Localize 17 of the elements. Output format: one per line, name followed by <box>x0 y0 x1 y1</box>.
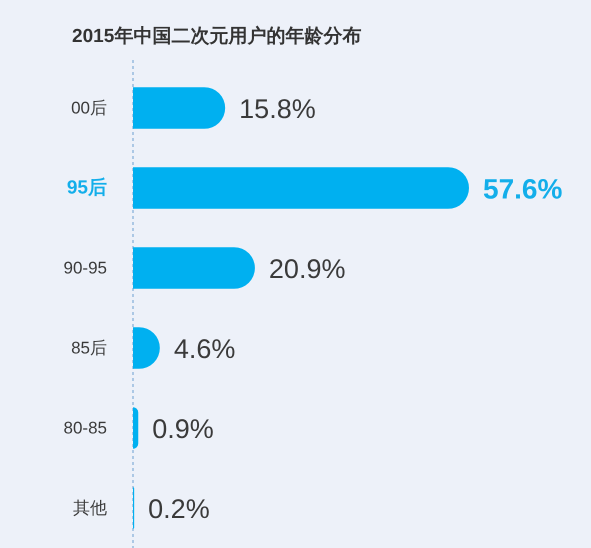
y-tick-label: 85后 <box>71 338 107 358</box>
y-tick-label: 90-95 <box>64 258 107 278</box>
bar <box>133 247 255 289</box>
data-label: 57.6% <box>483 174 562 204</box>
bar <box>133 87 226 129</box>
y-tick-label: 95后 <box>66 176 107 198</box>
data-label: 15.8% <box>239 94 316 124</box>
chart-title: 2015年中国二次元用户的年龄分布 <box>72 25 362 47</box>
data-label: 0.9% <box>152 414 214 444</box>
data-label: 0.2% <box>148 494 210 524</box>
bar <box>133 407 138 449</box>
data-label: 4.6% <box>174 334 236 364</box>
y-tick-label: 00后 <box>71 98 107 118</box>
bar <box>133 167 469 209</box>
y-tick-label: 其他 <box>73 498 107 518</box>
data-label: 20.9% <box>268 254 346 284</box>
y-tick-label: 80-85 <box>64 418 107 438</box>
